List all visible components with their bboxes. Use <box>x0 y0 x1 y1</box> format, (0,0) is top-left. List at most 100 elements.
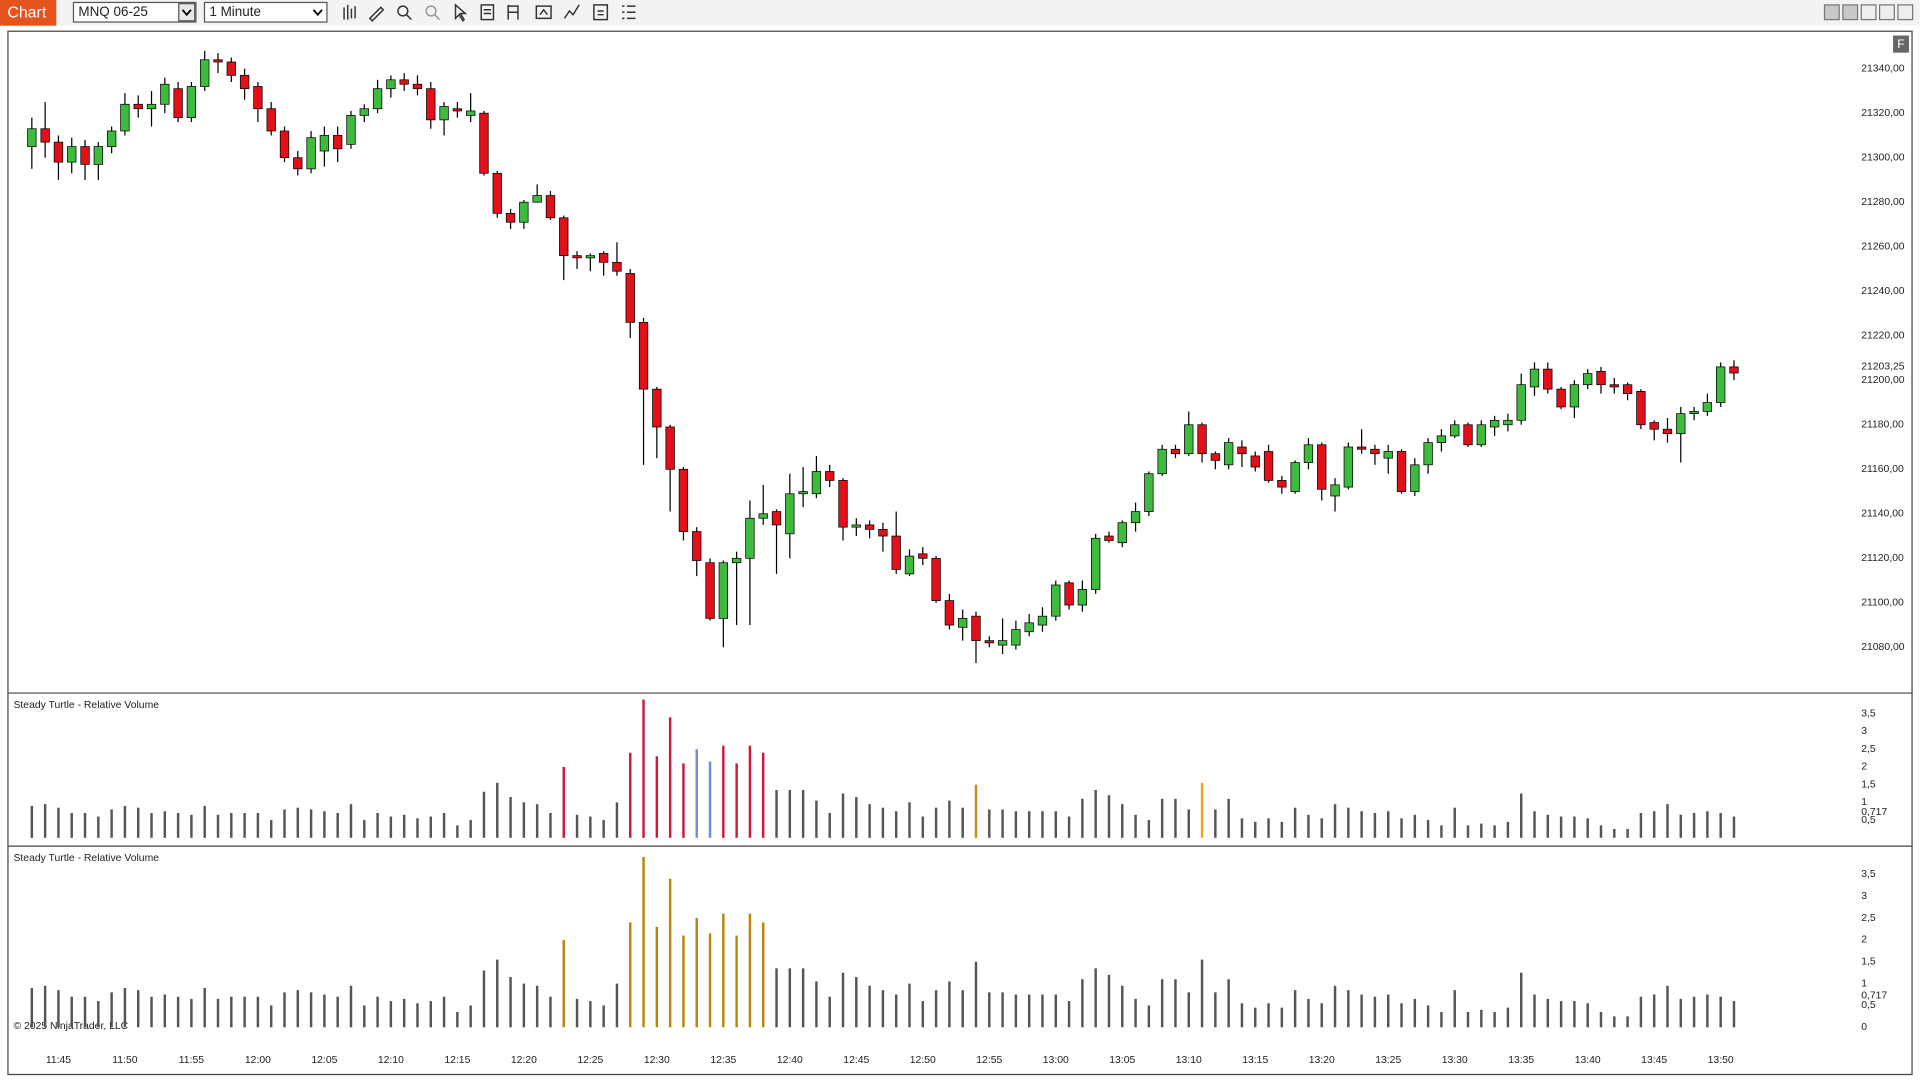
volume-bar <box>1160 798 1164 838</box>
volume-bar <box>642 699 645 838</box>
volume-bar <box>1466 1011 1470 1028</box>
volume-bar <box>97 1001 100 1028</box>
volume-bar <box>1493 825 1496 838</box>
y-tick-label: 0,5 <box>1861 1000 1876 1011</box>
chart-tab[interactable] <box>0 0 57 26</box>
volume-bar <box>1440 825 1443 838</box>
volume-bar <box>1147 1005 1151 1028</box>
volume-bar <box>416 1003 419 1028</box>
volume-bar <box>1187 809 1190 838</box>
candle-body <box>997 640 1008 646</box>
window-buttons[interactable] <box>1823 4 1914 21</box>
candle-body <box>745 517 755 559</box>
candle-body <box>173 88 183 119</box>
volume-bar <box>496 959 499 1028</box>
volume-bar <box>1200 959 1204 1028</box>
y-tick-label: 21320,00 <box>1861 108 1905 119</box>
volume-bar <box>429 1001 432 1028</box>
candle-body <box>904 555 915 575</box>
volume-bar <box>1134 998 1137 1028</box>
volume-bar <box>1267 818 1270 838</box>
volume-bar <box>615 802 619 838</box>
volume-bar <box>589 816 592 838</box>
volume-bar <box>1400 1003 1403 1028</box>
candle-body <box>519 201 529 223</box>
volume-bar <box>722 745 725 838</box>
candle-body <box>53 141 64 163</box>
candle-body <box>1024 622 1034 633</box>
candle-body <box>1356 446 1367 450</box>
volume-bar <box>1692 813 1696 838</box>
volume-bar <box>1147 820 1151 838</box>
volume-bar <box>1519 972 1523 1028</box>
volume-bar <box>655 756 659 838</box>
volume-bar <box>1320 818 1323 838</box>
candle-body <box>492 172 502 214</box>
volume-bar <box>402 998 406 1028</box>
volume-bar <box>1333 804 1337 838</box>
x-tick-label: 12:45 <box>843 1055 869 1066</box>
volume-bar <box>1240 818 1244 838</box>
candle-body <box>399 79 409 85</box>
candle-body <box>239 74 250 90</box>
volume-bar <box>1613 828 1616 838</box>
x-tick-label: 12:35 <box>710 1055 736 1066</box>
volume-bar <box>775 968 778 1028</box>
toolbar-icons[interactable] <box>343 3 636 23</box>
candle-body <box>1104 535 1114 541</box>
candle-body <box>1210 453 1221 461</box>
candle-body <box>984 640 994 644</box>
candle-body <box>452 108 463 112</box>
instrument-select[interactable] <box>72 1 197 23</box>
x-tick-label: 11:55 <box>179 1055 204 1066</box>
candle-body <box>1676 413 1686 435</box>
candle-body <box>971 615 981 642</box>
candle-body <box>1117 522 1127 544</box>
volume-bar <box>1652 994 1656 1028</box>
corner-button[interactable] <box>1893 35 1909 53</box>
volume-bar <box>549 996 552 1028</box>
volume-bar <box>509 797 512 838</box>
instrument-drop[interactable] <box>178 3 196 22</box>
volume-bar <box>575 998 579 1028</box>
volume-bar <box>469 820 472 838</box>
candle-body <box>559 217 569 256</box>
candle-body <box>705 562 715 619</box>
volume-bar <box>602 1005 605 1028</box>
interval-select[interactable] <box>203 1 328 23</box>
volume-bar <box>841 793 845 838</box>
volume-bar <box>1679 998 1683 1028</box>
volume-bar <box>376 813 379 838</box>
volume-bar <box>668 717 672 838</box>
volume-bar <box>203 987 206 1028</box>
candle-body <box>306 137 316 170</box>
volume-bar <box>1227 798 1230 838</box>
volume-bar <box>1573 1001 1576 1028</box>
x-tick-label: 13:00 <box>1043 1055 1069 1066</box>
candle-body <box>944 600 955 626</box>
candle-body <box>958 618 968 628</box>
volume-bar <box>57 807 60 838</box>
volume-bar <box>1639 813 1643 838</box>
volume-bar <box>363 1005 366 1028</box>
x-tick-label: 13:10 <box>1176 1055 1202 1066</box>
volume-bar <box>1094 789 1097 838</box>
volume-bar <box>323 811 326 838</box>
volume-bar <box>243 813 246 838</box>
candle-body <box>40 128 50 143</box>
volume-bar <box>70 996 73 1028</box>
volume-bar <box>668 878 672 1028</box>
volume-bar <box>1107 974 1111 1028</box>
volume-bar <box>216 998 220 1028</box>
x-tick-label: 13:20 <box>1309 1055 1335 1066</box>
x-tick-label: 12:05 <box>311 1055 337 1066</box>
volume-bar <box>535 804 539 838</box>
candle-body <box>426 88 436 121</box>
candle-body <box>1489 419 1500 428</box>
volume-bar <box>1732 816 1736 838</box>
y-tick-label: 0,5 <box>1861 815 1876 826</box>
volume-bar <box>1732 1001 1736 1028</box>
volume-bar <box>1533 994 1536 1028</box>
candle-body <box>1423 442 1433 466</box>
y-tick-label: 3 <box>1861 726 1867 737</box>
